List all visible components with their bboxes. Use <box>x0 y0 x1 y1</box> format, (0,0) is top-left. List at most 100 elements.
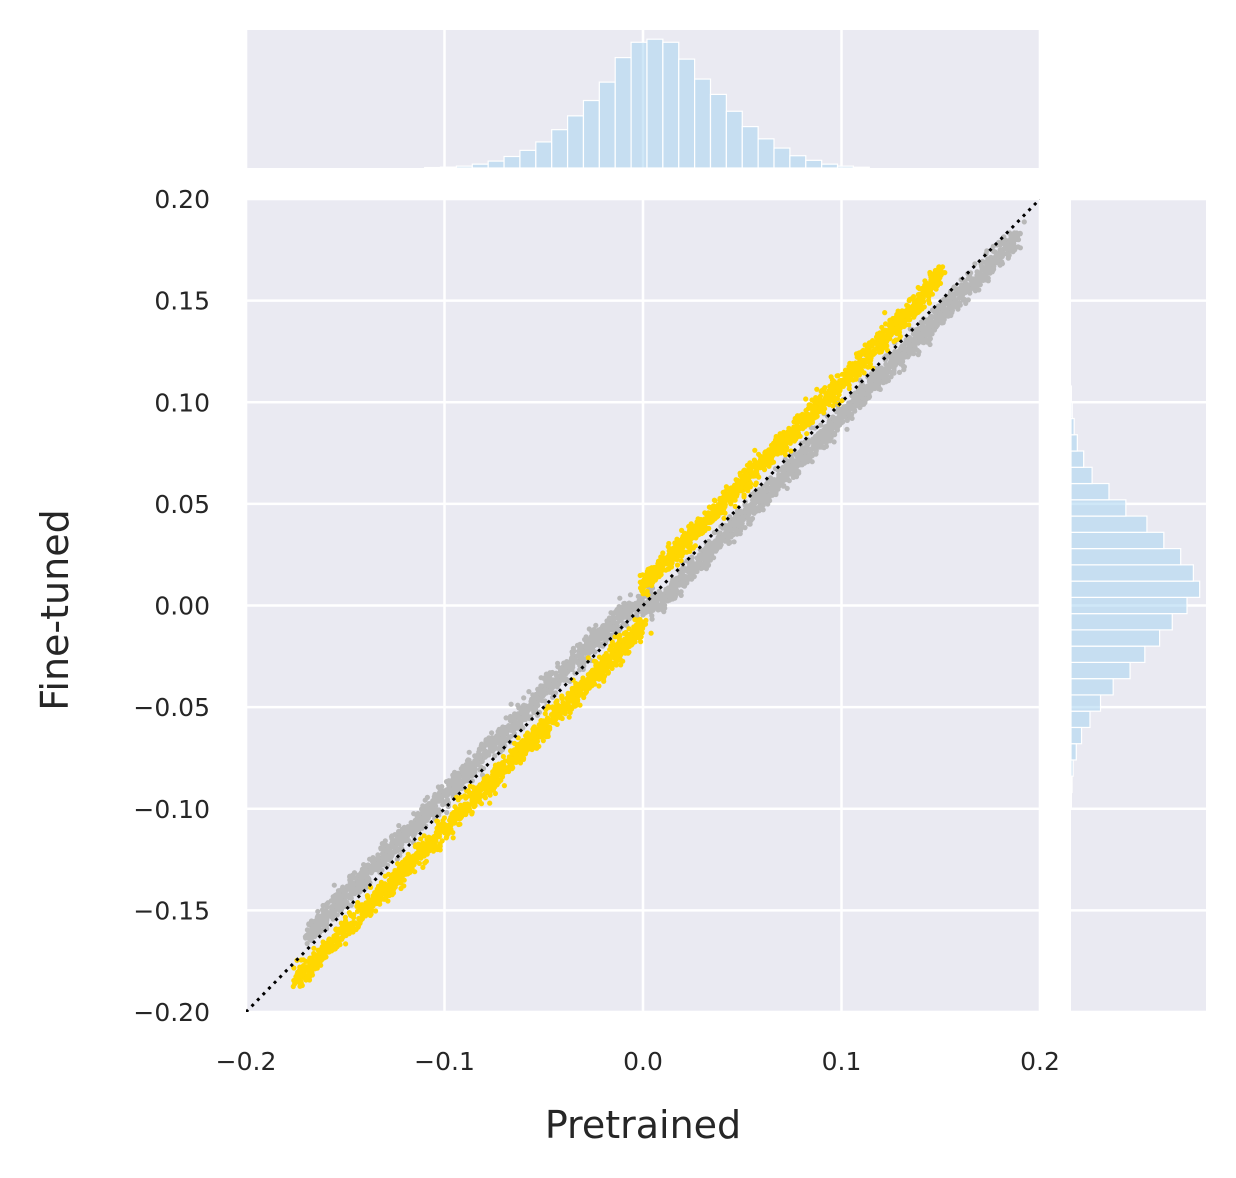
series-0-point-3052 <box>957 286 963 292</box>
series-0-point-1666 <box>659 601 665 607</box>
series-0-point-2082 <box>760 507 766 513</box>
series-0-point-355 <box>364 880 370 886</box>
marginal-x-bar-21 <box>757 138 775 169</box>
series-0-point-2593 <box>852 390 858 396</box>
series-0-anchor-7 <box>441 791 448 798</box>
series-0-point-1792 <box>694 566 700 572</box>
series-0-point-1429 <box>595 629 602 635</box>
series-0-point-3055 <box>972 285 978 291</box>
series-0-point-1347 <box>585 640 592 646</box>
series-0-point-1068 <box>521 702 527 708</box>
series-0-point-325 <box>375 856 381 862</box>
series-0-point-613 <box>422 797 428 803</box>
series-0-point-1435 <box>600 623 606 629</box>
series-1-point-240 <box>342 918 349 924</box>
series-0-point-696 <box>452 782 458 788</box>
series-0-point-2140 <box>765 486 771 492</box>
series-0-point-2245 <box>793 474 800 480</box>
series-1-point-1415 <box>618 657 624 663</box>
series-0-point-86 <box>312 931 318 937</box>
series-0-point-3238 <box>1008 243 1014 249</box>
series-0-anchor-26 <box>818 434 825 440</box>
series-0-point-1256 <box>569 654 575 661</box>
series-0-point-1979 <box>731 519 737 525</box>
marginal-x-bar-5 <box>503 155 521 169</box>
series-0-point-179 <box>335 900 341 906</box>
series-0-point-1799 <box>695 560 701 566</box>
marginal-x-bar-16 <box>678 58 696 169</box>
series-0-point-2419 <box>830 414 836 420</box>
series-0-point-177 <box>320 902 326 909</box>
series-1-point-236 <box>337 942 343 948</box>
series-0-point-1078 <box>528 702 534 708</box>
series-0-point-806 <box>465 762 471 768</box>
series-0-point-964 <box>511 714 517 720</box>
series-0-point-2711 <box>901 364 908 370</box>
series-0-point-2957 <box>951 295 957 301</box>
series-0-point-2670 <box>891 370 897 376</box>
series-0-point-3231 <box>1014 236 1020 243</box>
marginal-y-bar-3 <box>1070 743 1077 761</box>
marginal-y-bar-22 <box>1070 434 1078 452</box>
series-0-anchor-25 <box>799 454 805 460</box>
series-0-point-2586 <box>865 384 871 390</box>
series-1-point-266 <box>357 920 363 926</box>
series-0-point-217 <box>351 875 357 881</box>
series-0-point-2689 <box>883 361 889 367</box>
series-0-point-75 <box>315 908 321 915</box>
series-1-point-448 <box>395 870 401 876</box>
series-0-point-1007 <box>526 689 532 695</box>
series-1-point-1522 <box>636 627 642 633</box>
series-1-point-1427 <box>605 670 611 676</box>
series-0-point-969 <box>511 718 517 724</box>
series-1-point-380 <box>378 879 384 886</box>
series-1-point-263 <box>348 913 354 919</box>
series-0-point-176 <box>335 896 341 902</box>
series-1-point-1394 <box>608 643 614 649</box>
series-0-point-565 <box>424 817 430 824</box>
series-0-point-521 <box>414 816 420 822</box>
series-1-point-1291 <box>585 655 591 661</box>
series-0-point-604 <box>439 784 445 790</box>
series-0-point-528 <box>415 810 421 817</box>
series-0-point-2784 <box>905 340 911 346</box>
series-0-point-1528 <box>626 612 632 618</box>
series-0-point-2334 <box>813 451 819 457</box>
series-0-point-2632 <box>872 371 878 377</box>
series-0-point-1167 <box>547 683 553 689</box>
series-0-point-2302 <box>810 444 816 450</box>
series-0-point-1348 <box>595 635 601 641</box>
series-0-point-2785 <box>907 350 913 356</box>
series-1-point-1615 <box>652 575 659 581</box>
series-1-point-1246 <box>572 685 579 691</box>
series-0-point-3188 <box>1015 244 1021 250</box>
series-0-point-1889 <box>711 555 717 561</box>
marginal-x-bar-27 <box>852 166 870 169</box>
series-0-point-344 <box>364 884 370 890</box>
series-1-point-1529 <box>626 638 633 644</box>
series-0-anchor-1 <box>322 913 329 920</box>
series-1-point-153 <box>332 946 338 952</box>
series-1-point-431 <box>385 898 391 904</box>
marginal-y-bar-24 <box>1070 401 1073 420</box>
series-1-point-739 <box>462 793 468 799</box>
marginal-y-bar-9 <box>1070 645 1146 664</box>
series-1-point-978 <box>509 750 515 756</box>
series-0-point-255 <box>343 899 349 905</box>
series-1-point-328 <box>374 886 380 892</box>
series-0-point-1166 <box>556 681 562 687</box>
series-1-point-225 <box>343 941 349 947</box>
series-0-point-1430 <box>614 623 620 629</box>
series-1-point-1336 <box>591 658 597 664</box>
series-0-point-855 <box>475 760 481 766</box>
series-0-anchor-9 <box>481 751 488 757</box>
series-0-point-2060 <box>742 502 748 508</box>
series-0-point-657 <box>440 802 446 808</box>
series-1-point-1614 <box>640 572 646 578</box>
series-1-point-1243 <box>577 702 583 708</box>
series-0-anchor-8 <box>461 771 468 777</box>
marginal-x-bar-14 <box>646 38 664 169</box>
series-0-point-417 <box>389 852 395 858</box>
marginal-x-bar-17 <box>694 78 712 169</box>
series-1-point-1404 <box>609 665 615 672</box>
